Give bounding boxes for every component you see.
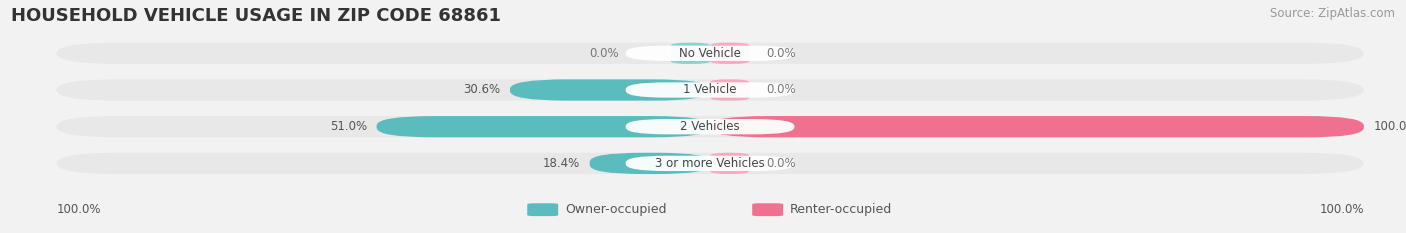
Text: Source: ZipAtlas.com: Source: ZipAtlas.com (1270, 7, 1395, 20)
Text: 51.0%: 51.0% (329, 120, 367, 133)
Text: 0.0%: 0.0% (589, 47, 619, 60)
FancyBboxPatch shape (626, 46, 794, 61)
FancyBboxPatch shape (626, 82, 794, 98)
FancyBboxPatch shape (710, 153, 749, 174)
FancyBboxPatch shape (56, 153, 1364, 174)
FancyBboxPatch shape (710, 116, 1364, 137)
FancyBboxPatch shape (377, 116, 710, 137)
Text: 0.0%: 0.0% (766, 157, 796, 170)
FancyBboxPatch shape (752, 203, 783, 216)
FancyBboxPatch shape (56, 79, 1364, 101)
FancyBboxPatch shape (527, 203, 558, 216)
Text: Renter-occupied: Renter-occupied (790, 203, 893, 216)
FancyBboxPatch shape (56, 116, 1364, 137)
FancyBboxPatch shape (710, 79, 749, 101)
FancyBboxPatch shape (671, 43, 710, 64)
Text: 30.6%: 30.6% (463, 83, 501, 96)
FancyBboxPatch shape (710, 43, 749, 64)
Text: HOUSEHOLD VEHICLE USAGE IN ZIP CODE 68861: HOUSEHOLD VEHICLE USAGE IN ZIP CODE 6886… (11, 7, 502, 25)
Text: 100.0%: 100.0% (1319, 203, 1364, 216)
Text: 3 or more Vehicles: 3 or more Vehicles (655, 157, 765, 170)
FancyBboxPatch shape (56, 43, 1364, 64)
FancyBboxPatch shape (589, 153, 710, 174)
Text: 0.0%: 0.0% (766, 47, 796, 60)
Text: 2 Vehicles: 2 Vehicles (681, 120, 740, 133)
FancyBboxPatch shape (626, 156, 794, 171)
Text: 100.0%: 100.0% (1374, 120, 1406, 133)
FancyBboxPatch shape (626, 119, 794, 134)
Text: 100.0%: 100.0% (56, 203, 101, 216)
Text: No Vehicle: No Vehicle (679, 47, 741, 60)
Text: 0.0%: 0.0% (766, 83, 796, 96)
FancyBboxPatch shape (510, 79, 710, 101)
Text: Owner-occupied: Owner-occupied (565, 203, 666, 216)
Text: 1 Vehicle: 1 Vehicle (683, 83, 737, 96)
Text: 18.4%: 18.4% (543, 157, 579, 170)
